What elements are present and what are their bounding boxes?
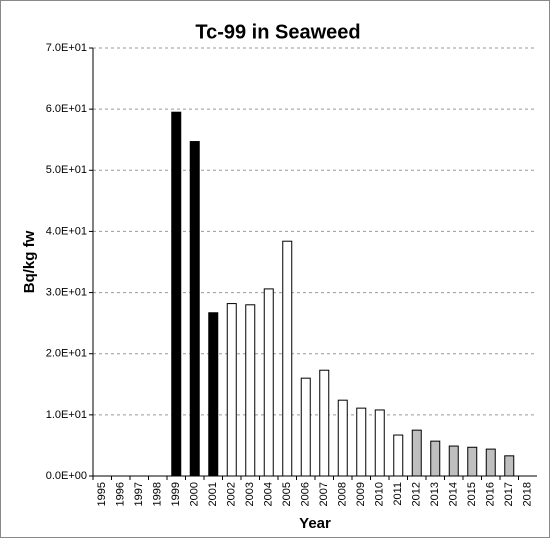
x-tick-label: 1997 xyxy=(133,482,145,506)
x-tick-label: 2012 xyxy=(411,482,423,506)
x-tick-label: 1998 xyxy=(152,482,164,506)
x-tick-label: 2000 xyxy=(189,482,201,506)
y-tick-label: 6.0E+01 xyxy=(46,103,87,115)
bar xyxy=(337,399,348,477)
x-tick-label: 2016 xyxy=(485,482,497,506)
bar xyxy=(300,377,311,477)
bar xyxy=(485,448,496,477)
x-tick-label: 2011 xyxy=(392,482,404,506)
bar xyxy=(356,407,367,477)
x-tick-label: 2008 xyxy=(337,482,349,506)
x-tick-label: 2015 xyxy=(466,482,478,506)
y-tick-label: 4.0E+01 xyxy=(46,225,87,237)
bar xyxy=(374,409,385,477)
x-tick-label: 1996 xyxy=(115,482,127,506)
chart-title: Tc-99 in Seaweed xyxy=(195,21,360,43)
x-tick-label: 2014 xyxy=(448,482,460,506)
bar xyxy=(411,429,422,477)
x-tick-label: 2013 xyxy=(429,482,441,506)
y-tick-label: 7.0E+01 xyxy=(46,42,87,54)
x-tick-label: 2002 xyxy=(226,482,238,506)
x-tick-label: 1995 xyxy=(96,482,108,506)
bar xyxy=(263,288,274,477)
bar xyxy=(282,240,293,477)
x-tick-label: 2003 xyxy=(244,482,256,506)
bar xyxy=(189,141,200,477)
bar xyxy=(393,434,404,477)
bar xyxy=(319,369,330,477)
y-axis-label: Bq/kg fw xyxy=(21,230,38,293)
x-axis-label: Year xyxy=(299,515,331,532)
x-tick-label: 2006 xyxy=(300,482,312,506)
bar xyxy=(467,446,478,477)
x-tick-label: 2009 xyxy=(355,482,367,506)
x-tick-label: 2001 xyxy=(207,482,219,506)
y-tick-label: 2.0E+01 xyxy=(46,348,87,360)
y-tick-label: 0.0E+00 xyxy=(46,470,87,482)
x-tick-label: 2007 xyxy=(318,482,330,506)
bar xyxy=(430,440,441,477)
y-tick-label: 1.0E+01 xyxy=(46,409,87,421)
bar xyxy=(226,303,237,477)
x-tick-label: 2017 xyxy=(503,482,515,506)
x-tick-label: 2004 xyxy=(263,482,275,506)
bar xyxy=(171,111,182,477)
bar xyxy=(448,445,459,477)
bar xyxy=(245,304,256,477)
bar xyxy=(208,312,219,477)
bar xyxy=(504,455,515,477)
x-tick-label: 1999 xyxy=(170,482,182,506)
x-tick-label: 2005 xyxy=(281,482,293,506)
y-tick-label: 5.0E+01 xyxy=(46,164,87,176)
y-tick-label: 3.0E+01 xyxy=(46,286,87,298)
x-tick-label: 2018 xyxy=(522,482,534,506)
x-tick-label: 2010 xyxy=(374,482,386,506)
